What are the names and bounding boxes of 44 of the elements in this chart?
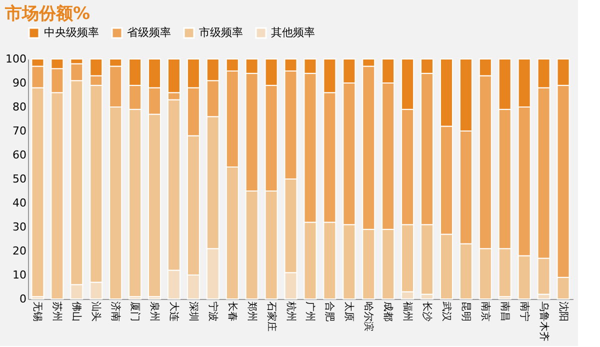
x-tick-label: 郑州 — [246, 302, 258, 322]
x-tick-label: 佛山 — [70, 302, 83, 322]
x-tick-label: 泉州 — [148, 302, 161, 322]
x-tick-label: 武汉 — [440, 302, 452, 322]
x-tick-label: 长春 — [226, 302, 238, 322]
legend-label: 省级频率 — [127, 26, 171, 39]
y-tick-label: 40 — [12, 196, 26, 210]
x-tick-label: 大连 — [168, 302, 180, 322]
x-tick-label: 南京 — [479, 302, 492, 322]
y-tick-label: 80 — [12, 100, 26, 114]
y-tick-label: 70 — [12, 124, 26, 138]
x-tick-label: 沈阳 — [557, 302, 570, 322]
x-tick-label: 厦门 — [129, 302, 142, 322]
x-tick-label: 成都 — [382, 302, 394, 322]
x-tick-label: 南宁 — [518, 302, 530, 322]
y-tick-label: 90 — [12, 76, 26, 90]
x-tick-label: 太原 — [343, 302, 356, 322]
y-tick-label: 20 — [12, 244, 26, 258]
x-tick-label: 长沙 — [421, 302, 434, 322]
y-tick-label: 100 — [6, 52, 26, 66]
y-tick-label: 30 — [12, 220, 26, 234]
x-tick-label: 无锡 — [32, 302, 43, 322]
y-tick-label: 60 — [12, 148, 26, 162]
y-tick-label: 10 — [12, 268, 26, 282]
x-tick-label: 广州 — [304, 302, 316, 322]
legend-label: 市级频率 — [199, 26, 243, 39]
x-tick-label: 杭州 — [284, 300, 297, 322]
y-tick-label: 50 — [12, 172, 26, 186]
x-tick-label: 福州 — [402, 302, 414, 322]
x-tick-label: 乌鲁木齐 — [538, 302, 550, 342]
x-tick-label: 石家庄 — [265, 302, 278, 332]
x-tick-label: 汕头 — [90, 302, 102, 322]
x-tick-label: 南昌 — [498, 302, 511, 322]
legend-label: 中央级频率 — [44, 26, 99, 39]
x-tick-label: 苏州 — [51, 302, 64, 322]
x-tick-label: 深圳 — [187, 302, 200, 322]
y-tick-label: 0 — [20, 292, 26, 306]
x-tick-label: 宁波 — [206, 302, 219, 322]
chart-title: 市场份额% — [4, 4, 90, 24]
x-tick-label: 昆明 — [460, 302, 471, 322]
legend-label: 其他频率 — [271, 26, 315, 39]
x-tick-label: 济南 — [110, 302, 122, 322]
x-tick-label: 合肥 — [324, 302, 336, 322]
x-tick-label: 哈尔滨 — [362, 302, 375, 332]
